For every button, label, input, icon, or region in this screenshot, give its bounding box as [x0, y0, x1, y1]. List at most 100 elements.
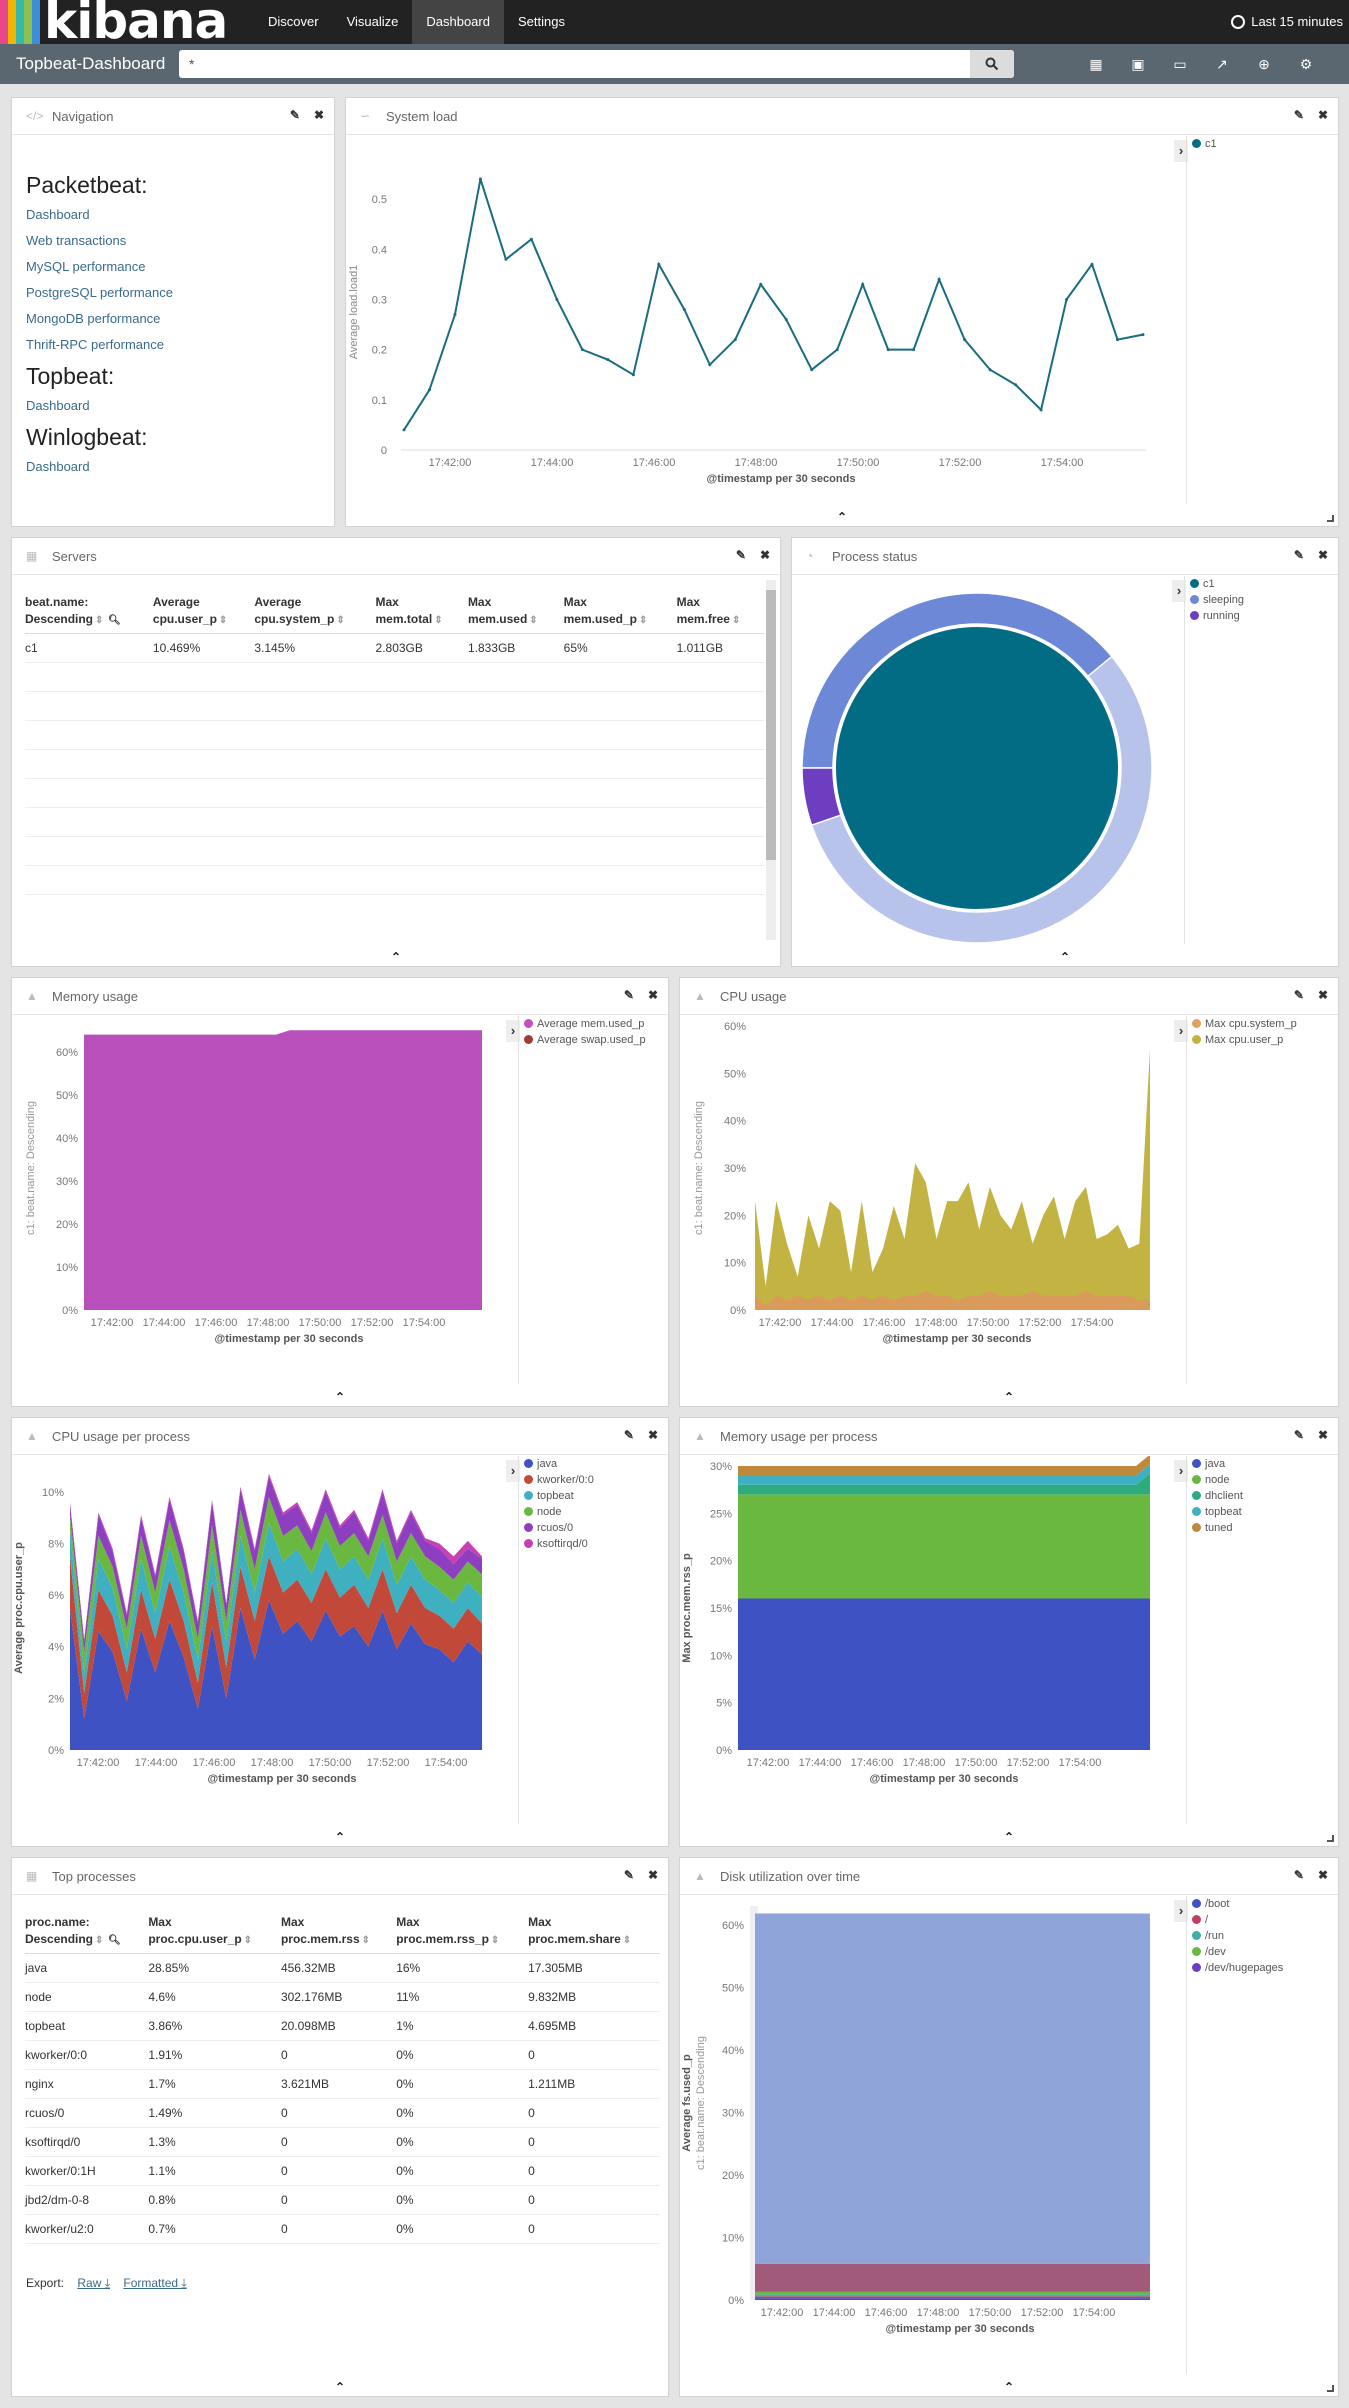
legend-item[interactable]: Max cpu.system_p — [1192, 1018, 1297, 1030]
search-input[interactable] — [189, 54, 969, 74]
collapse-caret[interactable]: ⌃ — [836, 510, 848, 524]
export-raw-link[interactable]: Raw ⤓ — [77, 2276, 111, 2290]
legend-item[interactable]: topbeat — [1192, 1506, 1243, 1518]
close-icon[interactable]: ✖ — [313, 108, 324, 122]
close-icon[interactable]: ✖ — [1317, 1428, 1328, 1442]
collapse-caret[interactable]: ⌃ — [1059, 950, 1071, 964]
search-button[interactable] — [970, 50, 1014, 78]
legend-item[interactable]: / — [1192, 1914, 1283, 1926]
edit-icon[interactable]: ✎ — [735, 548, 746, 562]
link-web-transactions[interactable]: Web transactions — [26, 233, 127, 248]
collapse-caret[interactable]: ⌃ — [390, 950, 402, 964]
legend-item[interactable]: dhclient — [1192, 1490, 1243, 1502]
close-icon[interactable]: ✖ — [1317, 988, 1328, 1002]
legend-item[interactable]: /run — [1192, 1930, 1283, 1942]
edit-icon[interactable]: ✎ — [623, 1868, 634, 1882]
close-icon[interactable]: ✖ — [1317, 108, 1328, 122]
column-header[interactable]: Max proc.mem.rss_p ⇕ — [396, 1910, 529, 1954]
sort-icon[interactable]: ⇕ — [622, 1935, 632, 1946]
edit-icon[interactable]: ✎ — [1293, 1428, 1304, 1442]
sort-icon[interactable]: ⇕ — [639, 615, 648, 626]
collapse-caret[interactable]: ⌃ — [1003, 1830, 1015, 1844]
close-icon[interactable]: ✖ — [1317, 1868, 1328, 1882]
close-icon[interactable]: ✖ — [759, 548, 770, 562]
nav-dashboard[interactable]: Dashboard — [412, 0, 504, 44]
edit-icon[interactable]: ✎ — [623, 988, 634, 1002]
filter-search-icon[interactable]: 🔍︎ — [105, 1935, 121, 1946]
legend-toggle[interactable]: › — [1174, 1020, 1188, 1042]
column-header[interactable]: Max mem.used_p ⇕ — [563, 590, 677, 634]
edit-icon[interactable]: ✎ — [1293, 988, 1304, 1002]
column-header[interactable]: proc.name: Descending ⇕ 🔍︎ — [25, 1910, 149, 1954]
sort-icon[interactable]: ⇕ — [218, 615, 228, 626]
link-winlogbeat-dashboard[interactable]: Dashboard — [26, 459, 90, 474]
collapse-caret[interactable]: ⌃ — [334, 1830, 346, 1844]
settings-gear-icon[interactable]: ⚙ — [1299, 56, 1313, 72]
kibana-logo[interactable]: kibana — [0, 0, 240, 50]
legend-item[interactable]: ksoftirqd/0 — [524, 1538, 594, 1550]
link-mongodb-performance[interactable]: MongoDB performance — [26, 311, 161, 326]
legend-item[interactable]: rcuos/0 — [524, 1522, 594, 1534]
legend-item[interactable]: java — [1192, 1458, 1243, 1470]
nav-discover[interactable]: Discover — [268, 14, 319, 29]
column-header[interactable]: Max mem.used ⇕ — [467, 590, 564, 634]
link-thrift-rpc-performance[interactable]: Thrift-RPC performance — [26, 337, 164, 352]
edit-icon[interactable]: ✎ — [1293, 108, 1304, 122]
collapse-caret[interactable]: ⌃ — [334, 2380, 346, 2394]
legend-toggle[interactable]: › — [1172, 580, 1186, 602]
close-icon[interactable]: ✖ — [647, 988, 658, 1002]
column-header[interactable]: Max proc.mem.share ⇕ — [528, 1910, 660, 1954]
sort-icon[interactable]: ⇕ — [361, 1935, 371, 1946]
legend-item[interactable]: running — [1190, 610, 1244, 622]
legend-item[interactable]: c1 — [1192, 138, 1217, 150]
legend-item[interactable]: tuned — [1192, 1522, 1243, 1534]
close-icon[interactable]: ✖ — [647, 1868, 658, 1882]
filter-search-icon[interactable]: 🔍︎ — [105, 615, 121, 626]
legend-item[interactable]: sleeping — [1190, 594, 1244, 606]
share-icon[interactable]: ↗ — [1216, 56, 1228, 72]
legend-toggle[interactable]: › — [1174, 1460, 1188, 1482]
link-postgresql-performance[interactable]: PostgreSQL performance — [26, 285, 173, 300]
legend-item[interactable]: kworker/0:0 — [524, 1474, 594, 1486]
column-header[interactable]: Max mem.free ⇕ — [676, 590, 765, 634]
close-icon[interactable]: ✖ — [1317, 548, 1328, 562]
legend-item[interactable]: /boot — [1192, 1898, 1283, 1910]
resize-handle[interactable] — [1327, 1835, 1334, 1842]
column-header[interactable]: Max proc.mem.rss ⇕ — [280, 1910, 397, 1954]
column-header[interactable]: Max mem.total ⇕ — [375, 590, 468, 634]
time-picker[interactable]: Last 15 minutes — [1231, 0, 1343, 44]
legend-item[interactable]: node — [524, 1506, 594, 1518]
collapse-caret[interactable]: ⌃ — [1003, 1390, 1015, 1404]
export-formatted-link[interactable]: Formatted ⤓ — [123, 2276, 187, 2290]
link-packetbeat-dashboard[interactable]: Dashboard — [26, 207, 90, 222]
column-header[interactable]: Average cpu.user_p ⇕ — [152, 590, 255, 634]
edit-icon[interactable]: ✎ — [1293, 548, 1304, 562]
legend-toggle[interactable]: › — [1174, 1900, 1188, 1922]
open-folder-icon[interactable]: ▭ — [1173, 56, 1187, 72]
nav-settings[interactable]: Settings — [517, 14, 565, 29]
sort-icon[interactable]: ⇕ — [336, 615, 345, 626]
sort-icon[interactable]: ⇕ — [731, 615, 741, 626]
scrollbar[interactable] — [766, 580, 776, 940]
legend-item[interactable]: c1 — [1190, 578, 1244, 590]
legend-item[interactable]: Max cpu.user_p — [1192, 1034, 1297, 1046]
legend-toggle[interactable]: › — [1174, 140, 1188, 162]
legend-item[interactable]: node — [1192, 1474, 1243, 1486]
nav-visualize[interactable]: Visualize — [346, 14, 399, 29]
add-panel-icon[interactable]: ⊕ — [1258, 56, 1270, 72]
resize-handle[interactable] — [1327, 515, 1334, 522]
sort-icon[interactable]: ⇕ — [95, 615, 104, 626]
link-mysql-performance[interactable]: MySQL performance — [26, 259, 146, 274]
sort-icon[interactable]: ⇕ — [529, 615, 538, 626]
legend-item[interactable]: /dev/hugepages — [1192, 1962, 1283, 1974]
column-header[interactable]: Max proc.cpu.user_p ⇕ — [148, 1910, 281, 1954]
legend-item[interactable]: Average mem.used_p — [524, 1018, 646, 1030]
column-header[interactable]: beat.name: Descending ⇕ 🔍︎ — [25, 590, 153, 634]
legend-item[interactable]: topbeat — [524, 1490, 594, 1502]
sort-icon[interactable]: ⇕ — [490, 1935, 500, 1946]
new-dashboard-icon[interactable]: ▦ — [1089, 56, 1103, 72]
edit-icon[interactable]: ✎ — [1293, 1868, 1304, 1882]
edit-icon[interactable]: ✎ — [623, 1428, 634, 1442]
collapse-caret[interactable]: ⌃ — [1003, 2380, 1015, 2394]
legend-item[interactable]: java — [524, 1458, 594, 1470]
